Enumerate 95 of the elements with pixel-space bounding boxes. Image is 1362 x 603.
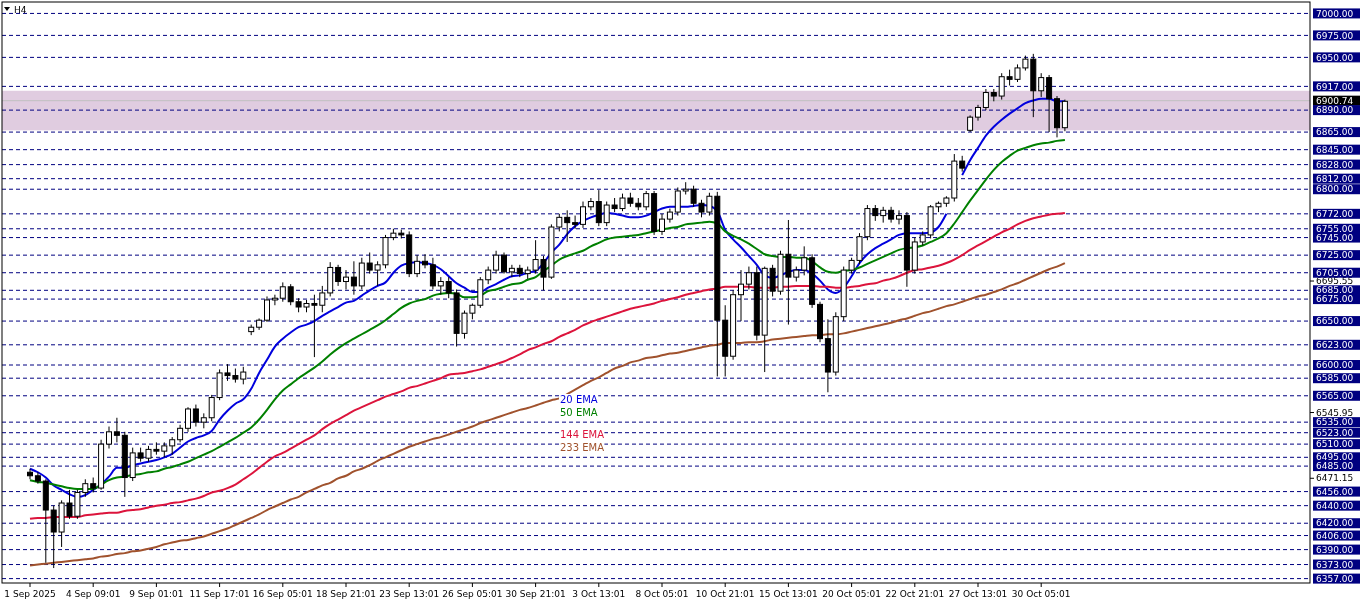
candlestick (414, 254, 421, 278)
candlestick (264, 295, 270, 323)
ref-line-label: 6800.00 (1316, 184, 1354, 195)
x-tick-label: 15 Oct 13:01 (759, 589, 818, 599)
candlestick (659, 213, 665, 236)
ref-line-label: 6900.74 (1316, 95, 1354, 106)
ref-line-label: 6828.00 (1316, 159, 1354, 170)
candlestick (1046, 74, 1053, 133)
ref-line-label: 6420.00 (1316, 518, 1354, 529)
chart-title: H4 (14, 5, 27, 15)
ref-line-label: 6535.00 (1316, 417, 1354, 428)
candlestick (643, 190, 650, 211)
candlestick (896, 209, 902, 225)
x-tick-label: 27 Oct 13:01 (948, 589, 1008, 599)
candlestick (34, 471, 41, 485)
ref-line-label: 6890.00 (1316, 105, 1354, 116)
x-tick-label: 8 Oct 05:01 (635, 589, 689, 599)
ref-line-label: 6623.00 (1316, 339, 1354, 350)
candlestick (185, 406, 191, 433)
ref-line-label: 6510.00 (1316, 439, 1354, 450)
y-tick-label: 6545.95 (1316, 407, 1354, 418)
ref-line-label: 6865.00 (1316, 127, 1354, 138)
ref-line-label: 6812.00 (1316, 173, 1354, 184)
text: 233 EMA (560, 442, 605, 453)
x-tick-label: 9 Sep 01:01 (129, 589, 184, 599)
candlestick (271, 294, 278, 306)
x-tick-label: 3 Oct 13:01 (572, 589, 626, 599)
candlestick (279, 281, 286, 303)
ref-line-label: 6950.00 (1316, 52, 1354, 63)
ref-line-label: 6495.00 (1316, 452, 1354, 463)
candlestick (587, 197, 594, 211)
ref-line-label: 6650.00 (1316, 316, 1354, 327)
ref-line-label: 6845.00 (1316, 144, 1354, 155)
x-tick-label: 26 Sep 05:01 (442, 589, 503, 599)
ref-line-label: 6565.00 (1316, 390, 1354, 401)
text: 50 EMA (560, 407, 598, 418)
ref-line-label: 6745.00 (1316, 232, 1354, 243)
candlestick (27, 468, 33, 480)
x-tick-label: 30 Oct 05:01 (1011, 589, 1071, 599)
candlestick (350, 260, 357, 296)
ref-line-label: 6600.00 (1316, 360, 1354, 371)
ref-line-label: 6485.00 (1316, 461, 1354, 472)
ref-line-label: 6406.00 (1316, 530, 1354, 541)
ref-line-label: 6585.00 (1316, 373, 1354, 384)
ref-line-label: 6357.00 (1316, 573, 1354, 584)
candlestick (335, 264, 342, 287)
candlestick (343, 269, 349, 290)
ref-line-label: 6373.00 (1316, 559, 1354, 570)
candlestick (738, 269, 744, 322)
ref-line-label: 6440.00 (1316, 500, 1354, 511)
y-tick-label: 6695.55 (1316, 276, 1354, 287)
candlestick (192, 404, 199, 428)
candlestick (572, 215, 579, 230)
ref-line-label: 6456.00 (1316, 486, 1354, 497)
candlestick (429, 257, 436, 290)
text: 144 EMA (560, 429, 605, 440)
x-tick-label: 11 Sep 17:01 (189, 589, 250, 599)
text: 20 EMA (560, 394, 598, 405)
ref-line-label: 6705.00 (1316, 267, 1354, 278)
x-tick-label: 10 Oct 21:01 (695, 589, 755, 599)
ref-line-label: 6685.00 (1316, 285, 1354, 296)
candlestick (801, 245, 808, 276)
ref-line-label: 6755.00 (1316, 223, 1354, 234)
x-tick-label: 18 Sep 21:01 (315, 589, 377, 599)
ref-line-label: 6675.00 (1316, 294, 1354, 305)
x-tick-label: 1 Sep 2025 (4, 589, 56, 599)
candlestick (580, 201, 586, 229)
candlestick (745, 266, 752, 290)
candlestick (595, 189, 602, 227)
candlestick (674, 186, 681, 217)
ref-line-label: 6725.00 (1316, 250, 1354, 261)
x-tick-label: 4 Sep 09:01 (66, 589, 121, 599)
x-tick-label: 30 Sep 21:01 (505, 589, 566, 599)
ref-line-label: 6772.00 (1316, 208, 1354, 219)
x-tick-label: 16 Sep 05:01 (252, 589, 313, 599)
line-series (29, 262, 1066, 567)
x-tick-label: 22 Oct 21:01 (885, 589, 945, 599)
y-tick-label: 6471.15 (1316, 473, 1354, 484)
x-tick-label: 23 Sep 13:01 (379, 589, 440, 599)
candlestick (508, 264, 515, 278)
candlestick (982, 88, 989, 111)
candlestick (106, 426, 112, 450)
ref-line-label: 6390.00 (1316, 544, 1354, 555)
ref-line-label: 6523.00 (1316, 427, 1354, 438)
candlestick (422, 253, 428, 269)
ref-line-label: 6917.00 (1316, 81, 1354, 92)
candlestick (493, 250, 500, 275)
ref-line-label: 6975.00 (1316, 30, 1354, 41)
candlestick (1038, 72, 1045, 98)
candlestick (358, 257, 365, 290)
candlestick (564, 209, 571, 243)
candlestick (113, 417, 120, 443)
candlestick (501, 252, 507, 275)
x-tick-label: 20 Oct 05:01 (822, 589, 881, 599)
ref-line-label: 7000.00 (1316, 8, 1354, 19)
